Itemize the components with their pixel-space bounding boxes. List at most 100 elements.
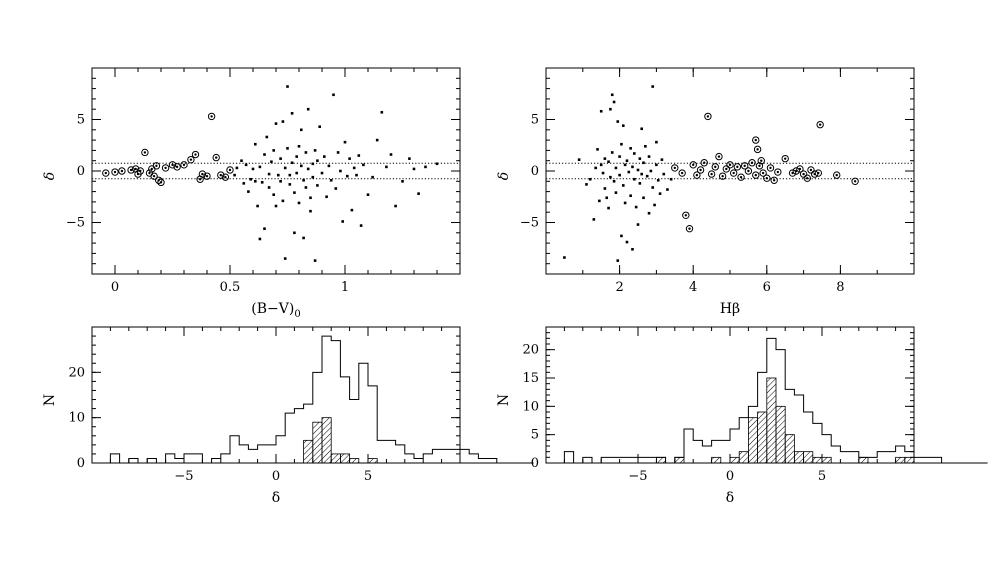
data-point-circled: [816, 120, 824, 129]
point-center: [120, 169, 124, 173]
point-center: [150, 167, 153, 171]
data-point: [614, 166, 618, 170]
data-point-circled: [180, 161, 188, 169]
point-ring: [792, 167, 800, 175]
point-center: [224, 175, 227, 179]
data-point: [300, 164, 303, 168]
data-point: [251, 167, 255, 171]
hatched-bar: [775, 405, 786, 464]
point-center: [194, 153, 197, 156]
point-center: [692, 163, 695, 167]
point-center: [205, 174, 209, 178]
hatched-bar: [367, 458, 378, 464]
data-point: [618, 155, 621, 158]
point-center: [743, 164, 746, 168]
data-point-circled: [161, 164, 170, 172]
data-point-circled: [102, 169, 110, 177]
data-point: [313, 259, 317, 262]
hatched-bar: [339, 453, 350, 464]
point-ring: [715, 152, 723, 161]
x-tick-label: 0: [111, 280, 119, 295]
data-point: [311, 162, 315, 166]
point-center: [148, 171, 151, 175]
data-point: [235, 166, 239, 170]
point-center: [772, 179, 776, 182]
data-point: [313, 149, 317, 152]
data-point: [281, 120, 285, 123]
y-tick-label: 5: [77, 113, 85, 128]
data-point: [355, 173, 358, 177]
data-point: [625, 159, 629, 162]
data-point: [412, 167, 416, 171]
point-ring: [711, 163, 719, 171]
y-tick-label: 20: [68, 365, 85, 380]
point-ring: [152, 162, 161, 170]
plot-frame: [545, 326, 915, 464]
point-center: [817, 171, 820, 175]
data-point: [288, 183, 292, 186]
point-center: [159, 181, 163, 184]
data-point: [240, 159, 243, 162]
x-axis-label-text: Hβ: [720, 301, 740, 317]
data-point-circled: [678, 169, 686, 177]
data-point: [616, 259, 620, 262]
point-ring: [157, 178, 165, 187]
data-point-circled: [770, 176, 778, 184]
data-point: [435, 162, 439, 166]
point-ring: [168, 161, 177, 169]
data-point: [286, 147, 289, 150]
point-ring: [173, 163, 181, 171]
point-ring: [752, 171, 760, 179]
data-point-circled: [217, 171, 225, 179]
point-ring: [682, 211, 690, 219]
point-center: [818, 123, 822, 126]
data-point: [304, 186, 308, 189]
data-point-circled: [833, 171, 841, 179]
data-point: [588, 177, 592, 181]
data-point: [662, 172, 666, 176]
point-center: [710, 172, 713, 176]
data-point: [311, 175, 315, 179]
data-point: [306, 107, 310, 111]
point-ring: [763, 174, 771, 182]
data-point: [274, 204, 278, 208]
data-point: [290, 161, 294, 165]
data-point: [260, 181, 264, 184]
point-center: [769, 166, 772, 170]
data-point: [233, 173, 236, 177]
point-ring: [766, 164, 775, 172]
point-center: [750, 161, 754, 164]
data-point: [621, 184, 625, 187]
data-point: [385, 165, 388, 169]
x-axis-label-text: δ: [272, 490, 280, 506]
point-center: [143, 151, 147, 154]
data-point-circled: [191, 150, 200, 159]
data-point: [625, 240, 629, 244]
point-ring: [207, 112, 216, 121]
data-point: [329, 178, 333, 182]
data-point: [336, 151, 340, 154]
data-point: [629, 194, 632, 198]
data-point-circled: [757, 157, 765, 165]
data-point: [631, 165, 634, 169]
data-point: [638, 182, 642, 185]
data-point: [645, 174, 649, 178]
hatched-bar: [312, 421, 323, 464]
x-tick-label: −5: [174, 469, 193, 484]
point-ring: [741, 162, 749, 170]
data-point: [642, 161, 645, 165]
point-ring: [180, 161, 188, 169]
point-ring: [726, 161, 734, 169]
point-center: [736, 165, 739, 169]
data-point: [644, 144, 647, 148]
data-point-circled: [157, 178, 165, 187]
y-tick-label: −5: [66, 216, 85, 231]
data-point-circled: [671, 164, 679, 172]
point-ring: [757, 157, 765, 165]
hatched-bar: [711, 456, 722, 464]
data-point: [277, 173, 280, 177]
data-point: [658, 192, 662, 195]
y-axis-label: δ: [42, 172, 58, 180]
scatter-panel-hbeta: 2 4 6 8 −5 0 5 Hβ δ: [496, 67, 915, 317]
point-center: [219, 173, 222, 177]
